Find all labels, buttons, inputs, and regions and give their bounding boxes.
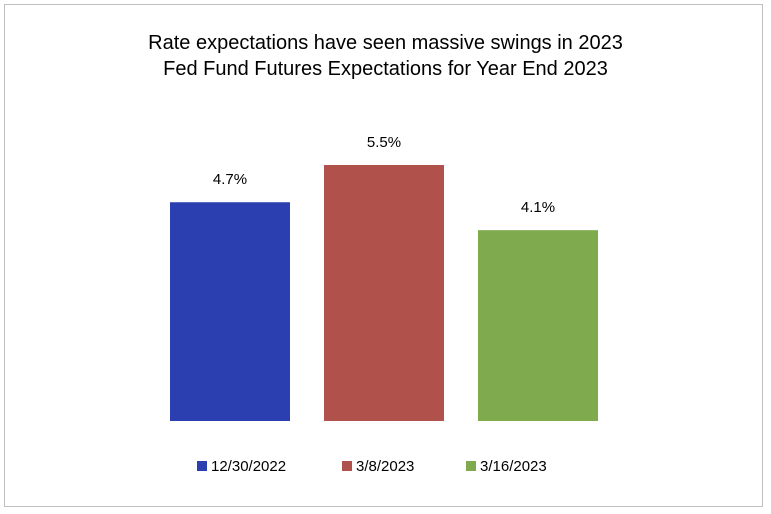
chart-title: Rate expectations have seen massive swin… (148, 32, 623, 54)
bar-3 (478, 230, 598, 421)
legend-swatch-3 (466, 461, 476, 471)
data-label-2: 5.5% (367, 134, 401, 151)
legend-label-3: 3/16/2023 (480, 458, 547, 475)
chart-title-block: Rate expectations have seen massive swin… (0, 30, 771, 82)
legend-swatch-1 (197, 461, 207, 471)
data-label-3: 4.1% (521, 199, 555, 216)
legend-label-2: 3/8/2023 (356, 458, 414, 475)
bar-2 (324, 165, 444, 421)
legend-swatch-2 (342, 461, 352, 471)
data-label-1: 4.7% (213, 171, 247, 188)
chart-subtitle: Fed Fund Futures Expectations for Year E… (163, 58, 608, 80)
bar-1 (170, 202, 290, 421)
legend-label-1: 12/30/2022 (211, 458, 286, 475)
